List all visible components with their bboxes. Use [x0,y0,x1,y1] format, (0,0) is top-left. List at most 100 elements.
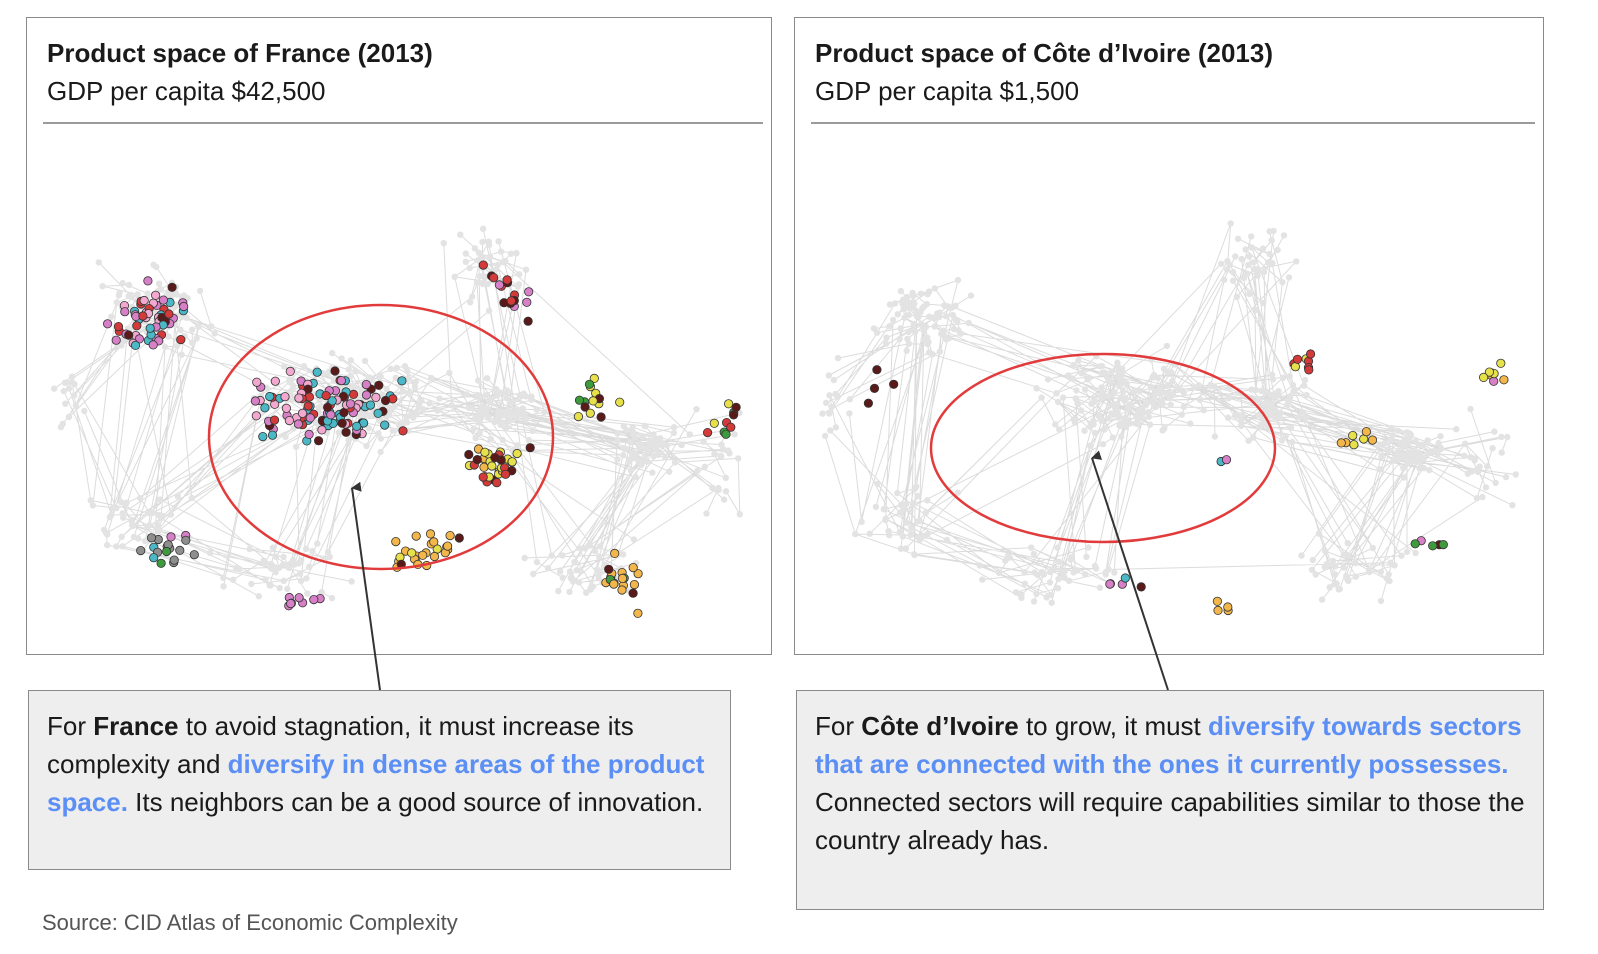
product-node [886,323,893,330]
product-node [482,409,490,416]
exported-product-node [252,377,262,387]
product-node [595,575,602,582]
product-node [556,568,564,575]
callout-text: Its neighbors can be a good source of in… [127,787,704,817]
product-node [146,522,153,529]
product-node [1285,274,1293,281]
callout-text: to avoid stagnation, it must increase it… [47,711,634,779]
product-node [911,551,918,558]
exported-product-node [251,411,261,421]
product-node [1279,279,1286,286]
exported-product-node [380,395,391,406]
product-node [393,364,400,371]
product-node [979,576,986,583]
product-node [1118,433,1125,440]
product-node [1136,387,1143,394]
exported-product-node [869,383,880,393]
exported-product-node [585,408,595,418]
exported-product-node [478,260,488,270]
product-node [1269,260,1276,267]
product-node [1256,412,1263,419]
product-node [625,457,633,465]
product-node [528,396,535,403]
exported-product-node [1336,438,1346,448]
product-node [711,451,718,458]
exported-product-node [158,295,168,305]
product-node [304,590,311,597]
product-node [1237,422,1245,430]
product-node [866,530,873,537]
product-node [905,328,912,336]
product-node [1266,228,1273,235]
exported-product-node [617,585,627,595]
product-space-panel-france: Product space of France (2013) GDP per c… [26,17,772,655]
product-node [882,340,890,347]
product-node [1145,413,1152,421]
product-node [276,584,283,592]
product-node [641,422,648,430]
product-node [1278,437,1286,444]
product-node [1395,427,1402,434]
product-node [144,290,151,297]
product-node [315,404,323,411]
exported-product-node [1410,539,1420,549]
product-node [722,474,729,481]
product-node [503,394,510,402]
product-node [902,500,910,508]
exported-product-node [380,420,390,430]
product-node [1196,396,1204,403]
product-node [583,589,590,596]
exported-product-node [1212,596,1222,606]
exported-product-node [584,379,595,389]
exported-product-node [1213,605,1223,615]
product-node [1126,420,1134,427]
exported-product-node [260,403,270,413]
product-node [1169,391,1176,398]
product-node [309,547,316,555]
exported-product-node [143,276,153,286]
product-node [1308,566,1316,573]
exported-product-node [1120,573,1130,583]
product-node [507,250,515,257]
product-node [472,435,479,442]
product-node [644,458,651,465]
product-node [1502,473,1510,481]
product-node [211,330,218,337]
product-node [134,291,141,298]
exported-product-node [361,380,371,390]
exported-product-node [478,472,488,482]
product-node [1033,385,1040,392]
product-node [883,334,890,341]
product-node [404,367,411,375]
product-node [1259,245,1267,252]
exported-product-node [454,533,464,543]
product-node [1111,389,1118,396]
product-node [506,408,514,416]
product-node [1400,438,1408,445]
product-node [150,261,157,268]
product-node [177,326,184,334]
product-node [1274,246,1281,254]
product-node [451,273,458,280]
product-node [403,414,410,421]
exported-product-node [1349,440,1359,450]
product-node [1158,397,1165,404]
product-node [479,280,486,288]
product-node [127,291,135,298]
exported-product-node [442,541,453,551]
exported-product-node [113,322,124,332]
product-node [1147,383,1154,391]
product-node [495,238,502,245]
product-node [874,480,881,488]
product-node [165,333,172,340]
product-node [731,431,738,438]
exported-product-node [1221,455,1232,465]
product-node [533,406,540,413]
product-node [924,531,931,538]
product-node [1091,429,1099,437]
product-node [1134,421,1142,428]
exported-product-node [146,533,157,543]
product-node [146,509,153,517]
product-node [1180,403,1187,411]
product-node [830,376,838,384]
